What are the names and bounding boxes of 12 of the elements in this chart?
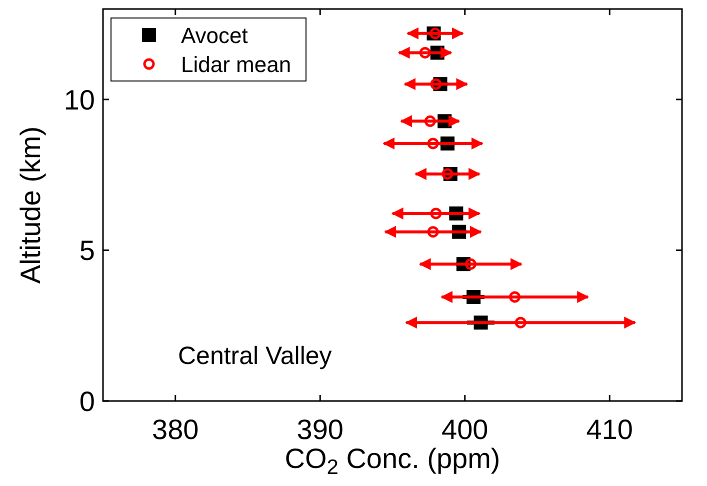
y-tick-label: 10: [64, 84, 95, 116]
x-tick-label: 410: [586, 414, 633, 445]
legend-label: Avocet: [181, 23, 248, 48]
x-axis-title: CO$_{2}$ Conc. (ppm): [284, 443, 500, 480]
legend-label: Lidar mean: [181, 52, 292, 77]
annotation: Central Valley: [178, 342, 332, 370]
x-tick-label: 390: [296, 414, 344, 445]
y-tick-label: 0: [79, 386, 95, 417]
y-axis-title: Altitude (km): [15, 126, 46, 284]
y-tick-label: 5: [79, 235, 95, 266]
x-tick-label: 380: [152, 414, 199, 445]
x-tick-label: 400: [442, 414, 488, 445]
